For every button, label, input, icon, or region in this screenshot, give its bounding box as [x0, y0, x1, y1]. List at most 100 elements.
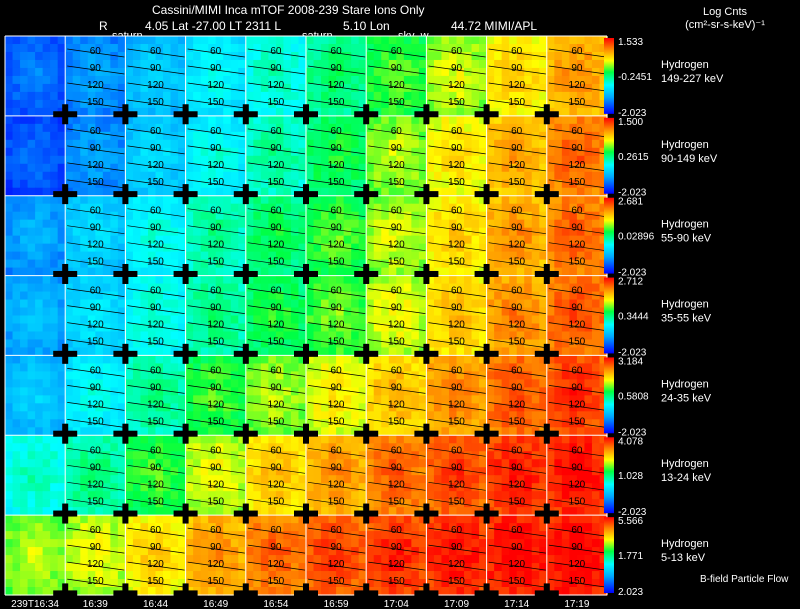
pixel	[516, 83, 525, 93]
pixel	[516, 155, 525, 165]
pixel	[12, 99, 21, 109]
pixel	[178, 203, 187, 213]
pixel	[283, 267, 292, 277]
pixel	[178, 243, 187, 253]
pixel	[132, 355, 142, 365]
pixel	[298, 195, 307, 205]
pixel	[110, 435, 119, 444]
pixel	[230, 99, 239, 109]
pixel	[102, 523, 111, 532]
pixel	[260, 83, 269, 93]
pixel	[80, 475, 89, 484]
pixel	[110, 499, 119, 508]
pixel	[215, 491, 224, 500]
pixel	[328, 235, 337, 245]
pixel	[411, 403, 420, 412]
pixel	[328, 347, 337, 357]
pixel	[208, 83, 217, 93]
pixel	[283, 467, 292, 476]
pixel	[381, 355, 390, 365]
pixel	[283, 491, 292, 500]
pixel	[238, 99, 247, 109]
pixel	[238, 499, 247, 508]
pixel	[260, 331, 269, 341]
pixel	[110, 219, 119, 229]
pixel	[366, 371, 375, 380]
pixel	[283, 99, 292, 109]
pixel	[87, 275, 96, 285]
pixel	[193, 147, 202, 157]
pixel	[516, 291, 525, 301]
pixel	[486, 147, 495, 157]
pixel	[170, 75, 179, 85]
pixel	[599, 219, 608, 229]
pixel	[388, 355, 397, 365]
pixel	[12, 219, 21, 229]
pixel	[539, 475, 548, 484]
pixel	[328, 131, 337, 141]
pixel	[479, 443, 488, 452]
pixel	[238, 251, 247, 261]
pixel	[546, 395, 555, 404]
pixel	[208, 267, 217, 277]
pixel	[5, 427, 14, 436]
pixel	[479, 483, 488, 492]
image-panel-r4-c2	[125, 355, 187, 436]
pixel	[102, 291, 111, 301]
pixel	[531, 179, 540, 189]
pixel	[147, 67, 157, 77]
pixel	[584, 91, 593, 101]
pixel	[418, 243, 428, 253]
pixel	[178, 259, 187, 269]
pixel	[464, 467, 473, 476]
pixel	[268, 395, 277, 404]
pixel	[336, 427, 345, 436]
pixel	[366, 307, 375, 317]
pixel	[418, 75, 428, 85]
pixel	[358, 283, 367, 293]
pixel	[12, 443, 21, 452]
pixel	[12, 427, 21, 436]
pixel	[178, 147, 187, 157]
pixel	[42, 467, 51, 476]
pixel	[57, 195, 66, 205]
pixel	[343, 179, 352, 189]
pixel	[591, 483, 601, 492]
pixel	[524, 187, 533, 197]
pixel	[464, 131, 473, 141]
pixel	[132, 387, 142, 396]
pixel	[599, 203, 608, 213]
pixel	[351, 331, 360, 341]
pixel	[554, 163, 563, 173]
pixel	[373, 475, 382, 484]
pixel	[509, 499, 518, 508]
pixel	[163, 331, 172, 341]
pixel	[238, 435, 247, 444]
pixel	[373, 203, 382, 213]
pixel	[238, 467, 247, 476]
pixel	[50, 115, 59, 125]
pixel	[57, 147, 66, 157]
pixel	[163, 123, 172, 133]
pixel	[170, 251, 179, 261]
pixel	[193, 323, 202, 333]
pixel	[268, 387, 277, 396]
pixel	[155, 147, 164, 157]
pixel	[298, 59, 307, 69]
pixel	[373, 371, 382, 380]
pixel	[110, 123, 119, 133]
pixel	[561, 331, 570, 341]
pixel	[591, 355, 601, 365]
pixel	[140, 427, 149, 436]
pixel	[546, 83, 555, 93]
pixel	[125, 43, 134, 53]
pixel	[509, 363, 518, 372]
pixel	[524, 307, 533, 317]
pixel	[366, 395, 375, 404]
pixel	[448, 411, 458, 420]
pixel	[584, 467, 593, 476]
pixel	[5, 371, 14, 380]
pixel	[132, 131, 142, 141]
pixel	[448, 51, 458, 61]
pixel	[193, 379, 202, 388]
